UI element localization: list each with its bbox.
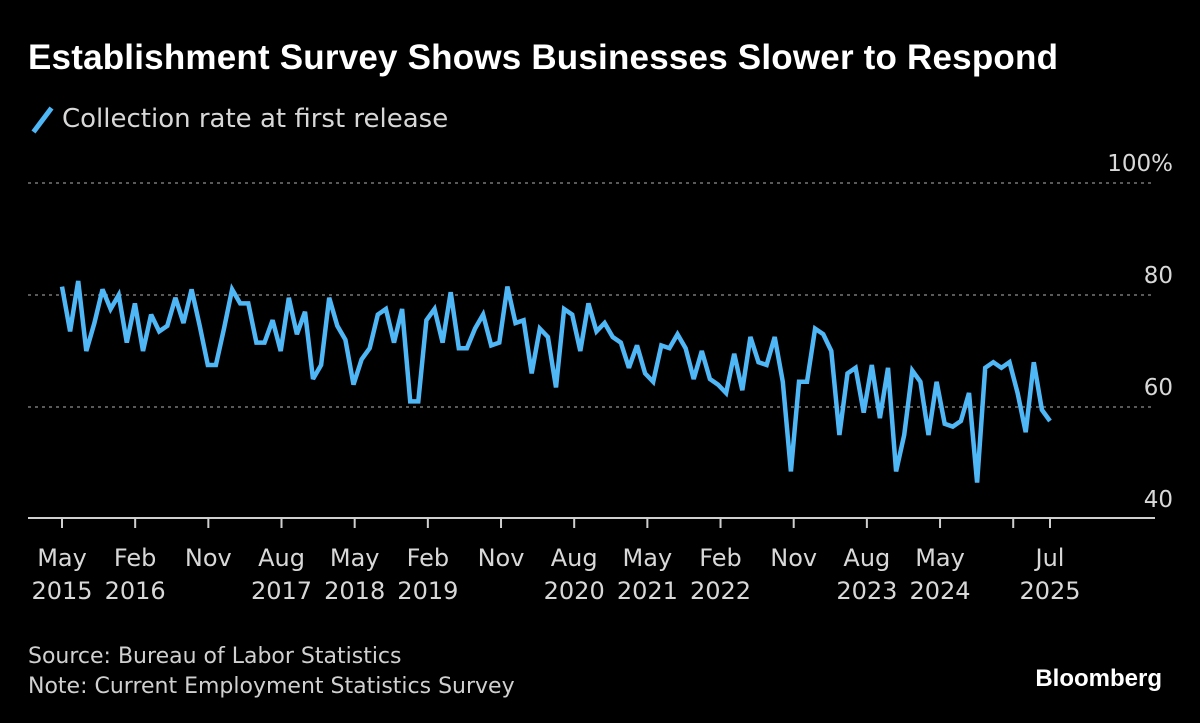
- x-tick-label: Feb: [114, 544, 157, 572]
- source-text: Source: Bureau of Labor Statistics: [28, 644, 402, 669]
- x-tick-label: Jul: [1034, 544, 1065, 572]
- series-line-collection-rate: [59, 280, 1052, 483]
- x-tick-label: Nov: [770, 544, 817, 572]
- x-tick-label: May: [37, 544, 87, 572]
- legend-line-icon: [31, 106, 54, 134]
- bloomberg-logo: Bloomberg: [1035, 665, 1162, 692]
- x-tick-year-label: 2022: [690, 577, 751, 605]
- x-tick-year-label: 2017: [251, 577, 312, 605]
- x-tick-label: May: [330, 544, 380, 572]
- x-tick-year-label: 2024: [910, 577, 971, 605]
- y-axis-labels: 100% 80 60 40: [1107, 151, 1173, 513]
- x-tick-year-label: 2019: [397, 577, 458, 605]
- x-tick-label: Nov: [478, 544, 525, 572]
- line-chart: 100% 80 60 40 May 2015 Feb 2016 Nov Aug 2017 May 20…: [28, 151, 1173, 605]
- x-tick-year-label: 2015: [31, 577, 92, 605]
- x-tick-label: Aug: [258, 544, 305, 572]
- y-tick-label: 80: [1144, 263, 1173, 289]
- x-tick-label: May: [915, 544, 965, 572]
- x-tick-year-label: 2023: [836, 577, 897, 605]
- x-axis: May 2015 Feb 2016 Nov Aug 2017 May 2018 Feb 2019 No…: [28, 517, 1155, 605]
- x-tick-year-label: 2020: [544, 577, 605, 605]
- y-tick-label: 40: [1144, 487, 1173, 513]
- chart-title: Establishment Survey Shows Businesses Sl…: [28, 38, 1059, 77]
- legend: Collection rate at first release: [28, 101, 448, 137]
- footer-notes: Source: Bureau of Labor Statistics Note:…: [28, 642, 515, 702]
- x-tick-year-label: 2016: [105, 577, 166, 605]
- x-tick-year-label: 2018: [324, 577, 385, 605]
- x-tick-label: Nov: [185, 544, 232, 572]
- x-tick-label: Feb: [699, 544, 742, 572]
- x-tick-year-label: 2025: [1019, 577, 1080, 605]
- series-group: [59, 280, 1052, 483]
- x-tick-label: Aug: [551, 544, 598, 572]
- x-tick-label: Aug: [843, 544, 890, 572]
- x-tick-label: May: [623, 544, 673, 572]
- y-tick-label: 100%: [1107, 151, 1173, 177]
- x-tick-year-label: 2021: [617, 577, 678, 605]
- note-text: Note: Current Employment Statistics Surv…: [28, 674, 515, 699]
- legend-label: Collection rate at first release: [62, 104, 449, 134]
- x-tick-label: Feb: [407, 544, 450, 572]
- y-tick-label: 60: [1144, 375, 1173, 401]
